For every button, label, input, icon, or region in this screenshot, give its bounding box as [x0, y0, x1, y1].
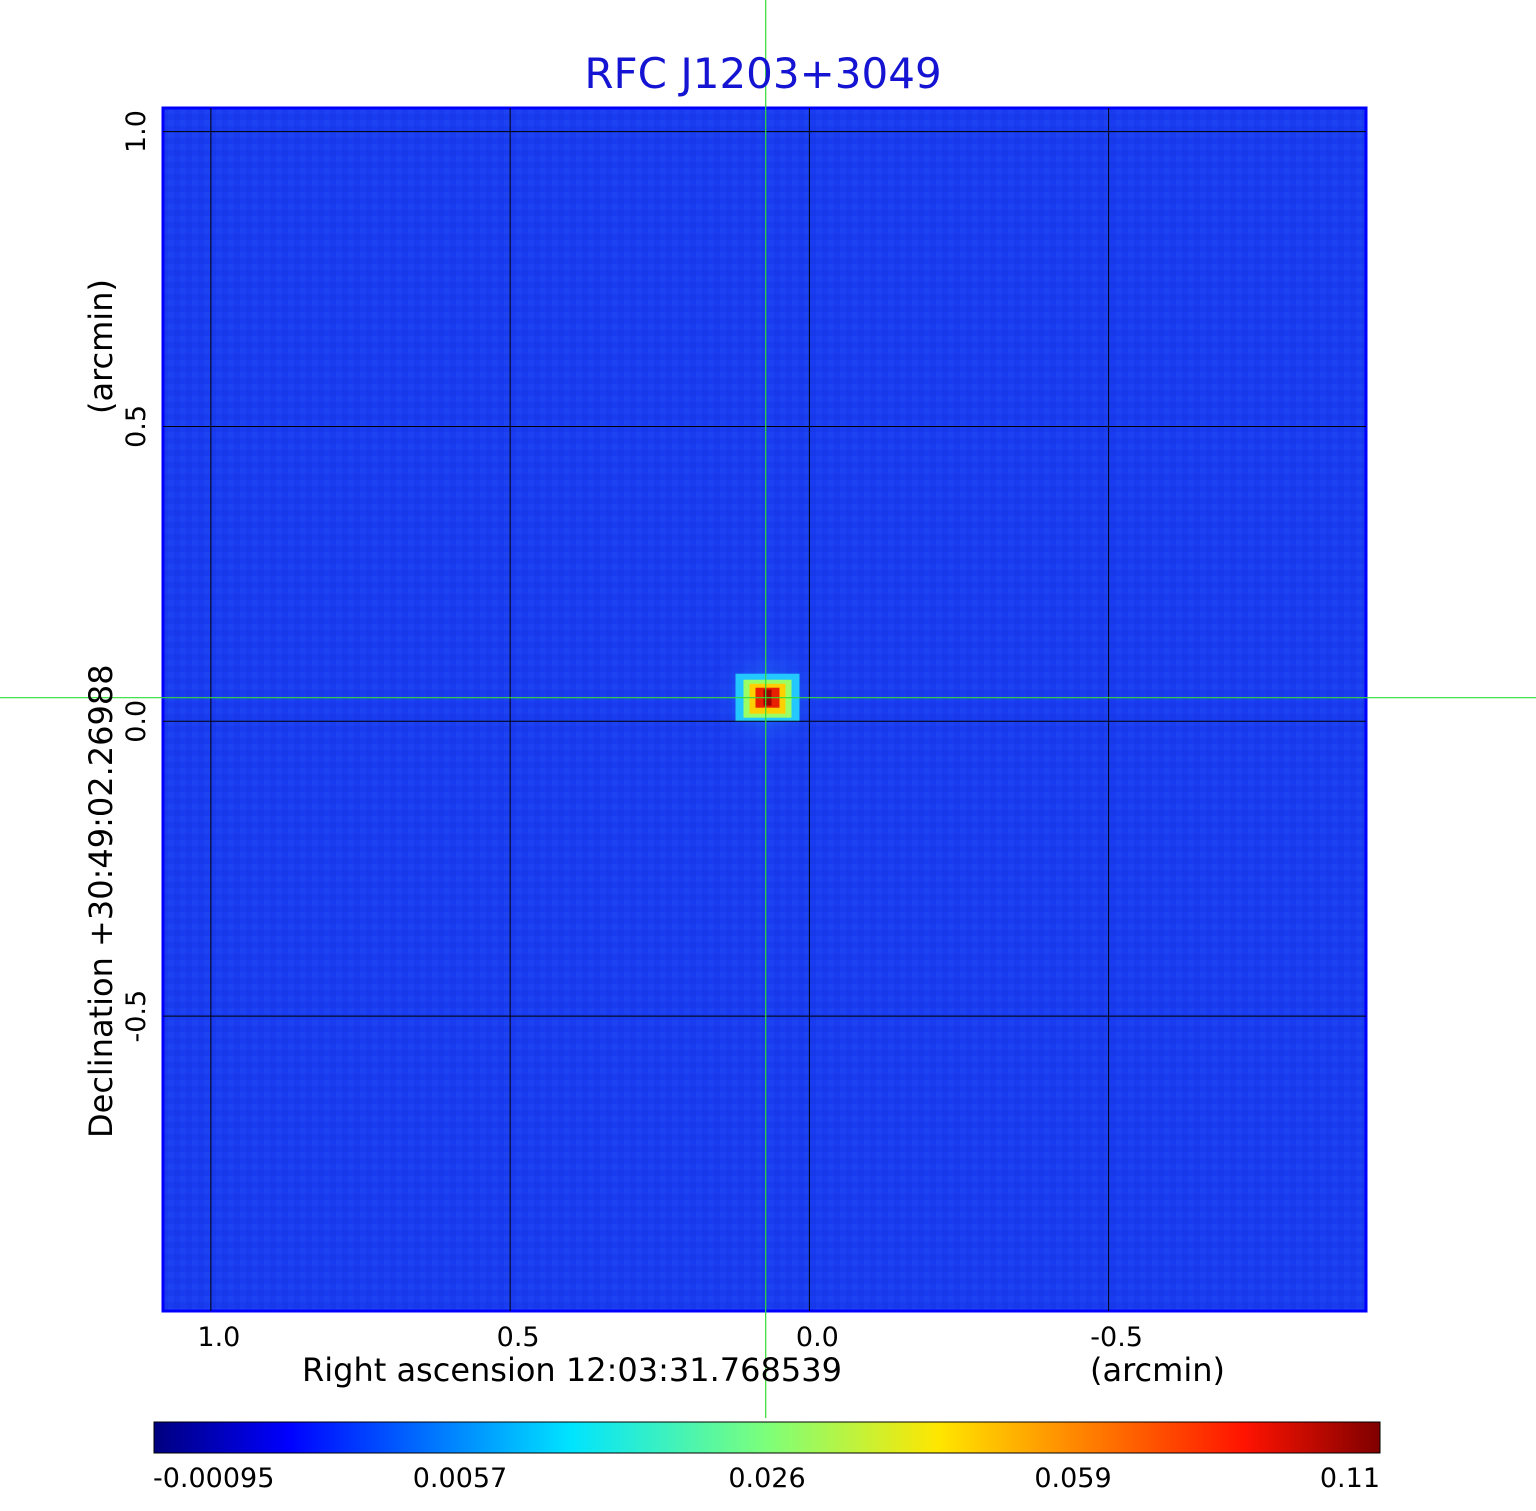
- crosshair: [0, 0, 1536, 1418]
- x-tick-label: -0.5: [1090, 1322, 1143, 1353]
- x-axis-unit: (arcmin): [1090, 1351, 1225, 1389]
- colorbar: -0.00095 0.0057 0.026 0.059 0.11: [153, 1421, 1381, 1494]
- x-tick-label: 1.0: [197, 1322, 240, 1353]
- coordinate-grid: [163, 108, 1366, 1311]
- y-tick-label: -0.5: [121, 990, 152, 1043]
- colorbar-tick-label: 0.11: [1320, 1463, 1380, 1494]
- colorbar-tick-labels: -0.00095 0.0057 0.026 0.059 0.11: [153, 1463, 1380, 1494]
- x-tick-label: 0.5: [497, 1322, 540, 1353]
- y-tick-label: 1.0: [121, 110, 152, 153]
- x-tick-labels: 1.0 0.5 0.0 -0.5: [197, 1322, 1143, 1353]
- y-axis-unit: (arcmin): [82, 279, 120, 414]
- colorbar-tick-label: 0.0057: [413, 1463, 507, 1494]
- colorbar-tick-label: -0.00095: [153, 1463, 274, 1494]
- x-axis-label: Right ascension 12:03:31.768539: [302, 1351, 842, 1389]
- x-tick-label: 0.0: [796, 1322, 839, 1353]
- y-tick-labels: 1.0 0.5 0.0 -0.5: [121, 110, 152, 1042]
- y-axis-label: Declination +30:49:02.26988: [82, 664, 120, 1138]
- chart-title: RFC J1203+3049: [584, 49, 941, 98]
- image-panel: [161, 106, 1368, 1313]
- colorbar-tick-label: 0.059: [1034, 1463, 1111, 1494]
- colorbar-gradient: [153, 1421, 1381, 1454]
- y-tick-label: 0.5: [121, 405, 152, 448]
- colorbar-tick-label: 0.026: [728, 1463, 805, 1494]
- y-tick-label: 0.0: [121, 700, 152, 743]
